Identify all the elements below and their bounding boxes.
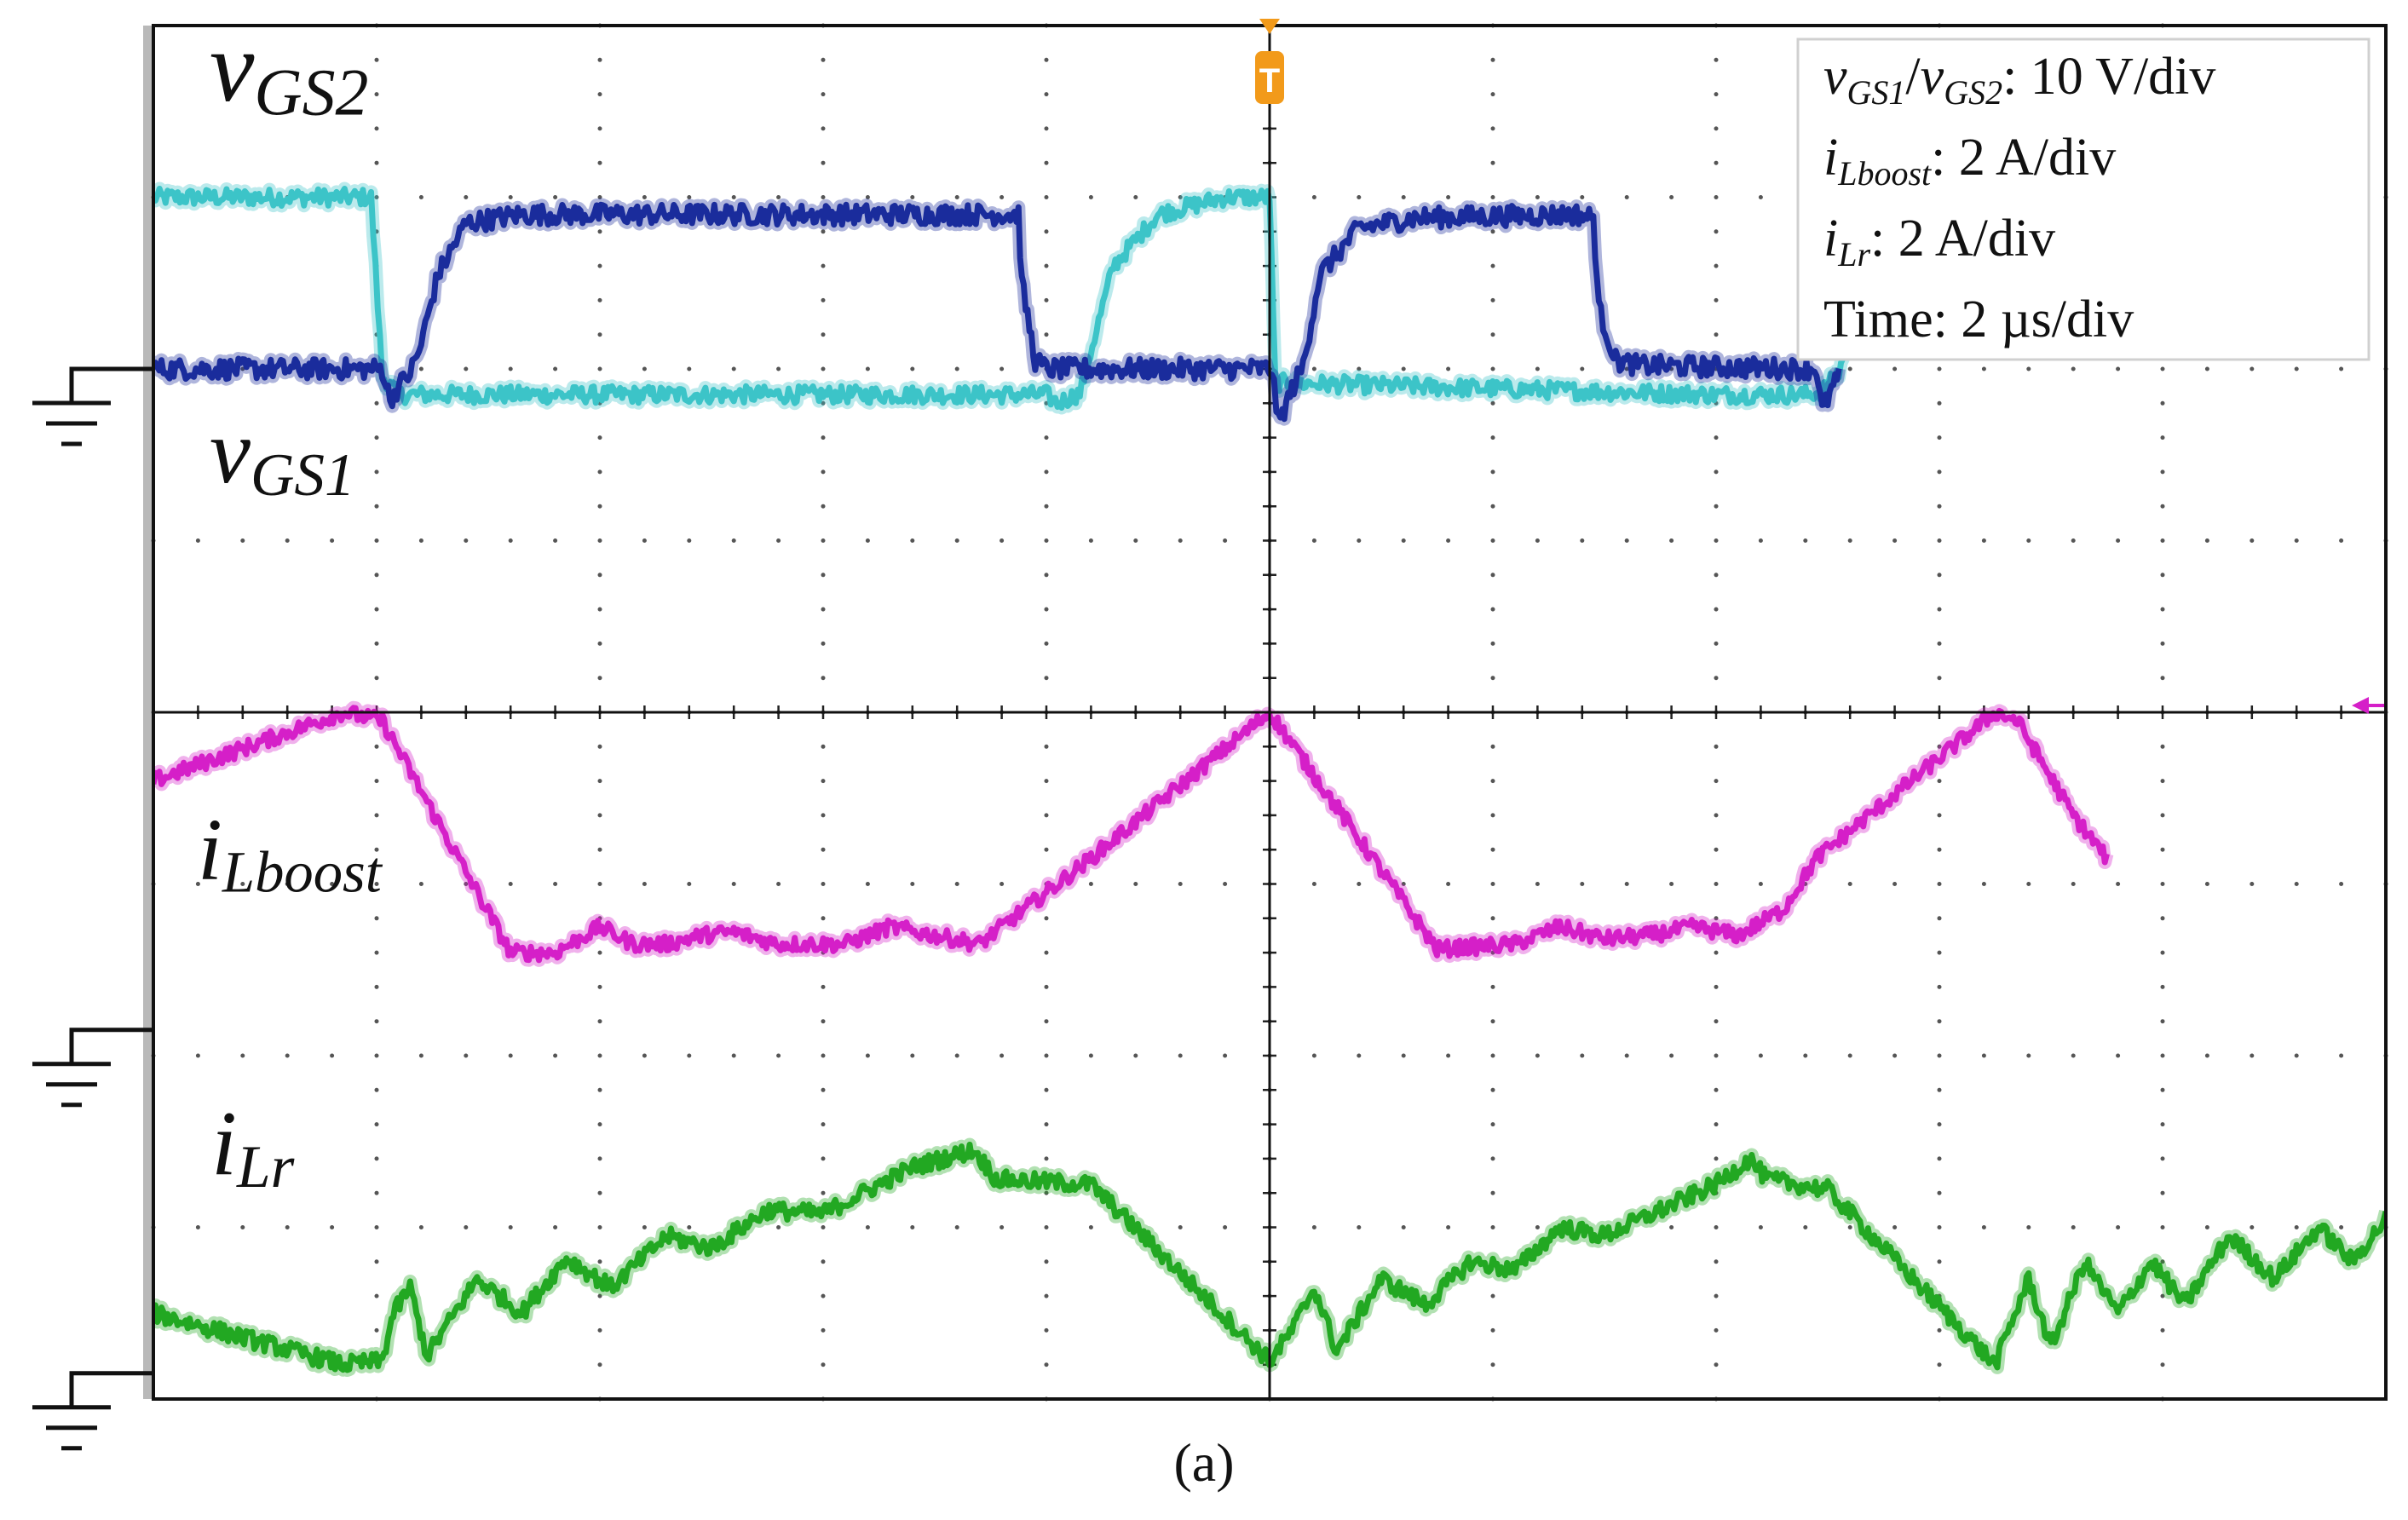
legend-line-1: vGS1/vGS2: 10 V/div	[1823, 48, 2215, 112]
ground-icon-iLr	[32, 1371, 153, 1451]
ground-icon-vGS1	[32, 366, 153, 446]
label-iLboost: iLboost	[198, 801, 383, 905]
trace-vGS2	[153, 186, 1898, 411]
ground-markers	[32, 366, 153, 1451]
trigger-marker: T	[1255, 19, 1284, 104]
label-vGS1: vGS1	[210, 401, 355, 509]
legend-line-2: iLboost: 2 A/div	[1823, 129, 2116, 193]
ref-level-arrow-icon	[2352, 697, 2369, 714]
trigger-label: T	[1259, 62, 1280, 100]
trace-vGS1	[153, 201, 1842, 423]
ground-icon-iLboost	[32, 1028, 153, 1108]
label-vGS2: vGS2	[210, 11, 368, 130]
trigger-arrow-icon	[1259, 19, 1280, 34]
scale-legend: vGS1/vGS2: 10 V/div iLboost: 2 A/div iLr: …	[1796, 37, 2371, 361]
waveforms	[153, 181, 2386, 1377]
legend-line-4: Time: 2 µs/div	[1823, 291, 2134, 348]
channel-labels: vGS2 vGS1 iLboost iLr	[198, 11, 383, 1200]
figure-caption: (a)	[1173, 1432, 1234, 1493]
legend-line-3: iLr: 2 A/div	[1823, 210, 2055, 273]
trace-iLboost	[153, 705, 2110, 964]
trigger-badge	[1255, 51, 1284, 104]
label-iLr: iLr	[211, 1093, 295, 1200]
scale-legend-box	[1796, 37, 2371, 361]
